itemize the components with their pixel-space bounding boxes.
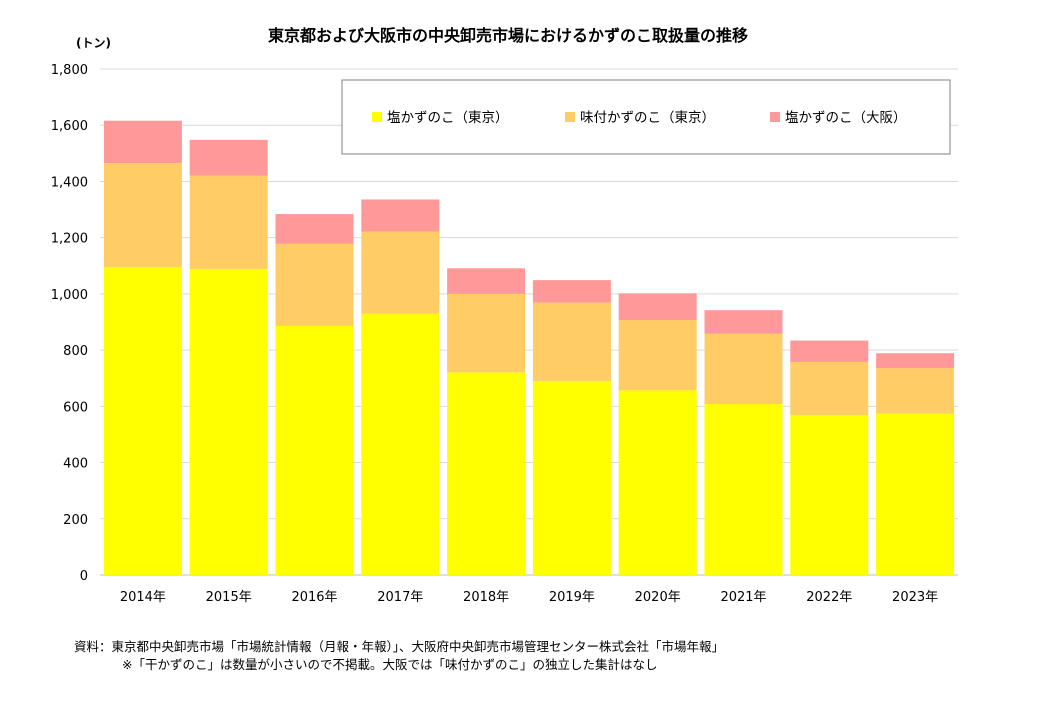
bar-segment-1	[447, 372, 526, 575]
bar-segment-3	[361, 199, 440, 232]
bar-segment-3	[532, 280, 611, 303]
stacked-bar-chart: 東京都および大阪市の中央卸売市場におけるかずのこ取扱量の推移 (トン) 0 200…	[51, 26, 958, 605]
x-tick-label: 2023年	[892, 590, 938, 605]
bar-segment-2	[618, 320, 697, 391]
bar-segment-2	[532, 302, 611, 382]
x-tick-label: 2018年	[463, 590, 509, 605]
bar-segment-3	[704, 310, 783, 334]
legend-label: 塩かずのこ（東京）	[387, 110, 509, 126]
y-tick-label: 1,200	[51, 232, 88, 247]
y-tick-label: 1,400	[51, 175, 88, 190]
bar-segment-3	[876, 353, 955, 369]
bar-segment-3	[618, 293, 697, 321]
x-tick-label: 2015年	[206, 590, 252, 605]
legend-swatch	[565, 112, 575, 122]
bar-segment-3	[275, 214, 354, 244]
bar-segment-3	[189, 139, 268, 176]
legend-label: 味付かずのこ（東京）	[580, 110, 715, 126]
x-tick-label: 2019年	[549, 590, 595, 605]
legend-swatch	[372, 112, 382, 122]
bar-segment-1	[189, 269, 268, 575]
bar-segment-2	[189, 175, 268, 270]
y-tick-label: 800	[63, 344, 88, 359]
bar-segment-1	[275, 325, 354, 575]
y-tick-label: 1,000	[51, 288, 88, 303]
legend: 塩かずのこ（東京） 味付かずのこ（東京） 塩かずのこ（大阪）	[341, 79, 951, 155]
source-note: 資料：東京都中央卸売市場「市場統計情報（月報・年報）」、大阪府中央卸売市場管理セ…	[74, 638, 724, 674]
chart-title: 東京都および大阪市の中央卸売市場におけるかずのこ取扱量の推移	[268, 26, 748, 45]
bar-segment-1	[790, 415, 869, 575]
x-tick-label: 2017年	[377, 590, 423, 605]
bar-segment-1	[103, 267, 182, 575]
x-tick-label: 2022年	[806, 590, 852, 605]
bar-segment-2	[275, 243, 354, 326]
legend-swatch	[770, 112, 780, 122]
y-tick-label: 200	[63, 513, 88, 528]
bars	[103, 120, 955, 575]
legend-label: 塩かずのこ（大阪）	[785, 110, 907, 126]
y-axis-unit-label: (トン)	[76, 36, 111, 50]
bar-segment-2	[790, 361, 869, 416]
bar-segment-3	[103, 120, 182, 164]
y-tick-label: 0	[80, 569, 88, 584]
bar-segment-3	[447, 268, 526, 294]
bar-segment-2	[361, 231, 440, 314]
note-line: ※「干かずのこ」は数量が小さいので不掲載。大阪では「味付かずのこ」の独立した集計…	[122, 657, 658, 672]
bar-segment-3	[790, 340, 869, 362]
x-tick-label: 2021年	[720, 590, 766, 605]
bar-segment-2	[103, 163, 182, 268]
bar-segment-2	[447, 293, 526, 373]
y-axis-ticks: 0 200 400 600 800 1,000 1,200 1,400 1,600 1,800	[51, 63, 88, 584]
x-tick-label: 2020年	[635, 590, 681, 605]
bar-segment-2	[704, 333, 783, 405]
bar-segment-1	[618, 390, 697, 575]
bar-segment-1	[361, 313, 440, 575]
x-tick-label: 2016年	[291, 590, 337, 605]
bar-segment-1	[532, 381, 611, 575]
bar-segment-1	[704, 404, 783, 575]
y-tick-label: 1,600	[51, 119, 88, 134]
y-tick-label: 600	[63, 400, 88, 415]
y-tick-label: 1,800	[51, 63, 88, 78]
x-axis-ticks: 2014年 2015年 2016年 2017年 2018年 2019年 2020年 2021年…	[120, 590, 938, 605]
legend-box	[341, 79, 951, 155]
y-tick-label: 400	[63, 457, 88, 472]
bar-segment-2	[876, 368, 955, 414]
source-line: 資料：東京都中央卸売市場「市場統計情報（月報・年報）」、大阪府中央卸売市場管理セ…	[74, 639, 725, 654]
bar-segment-1	[876, 413, 955, 575]
x-tick-label: 2014年	[120, 590, 166, 605]
